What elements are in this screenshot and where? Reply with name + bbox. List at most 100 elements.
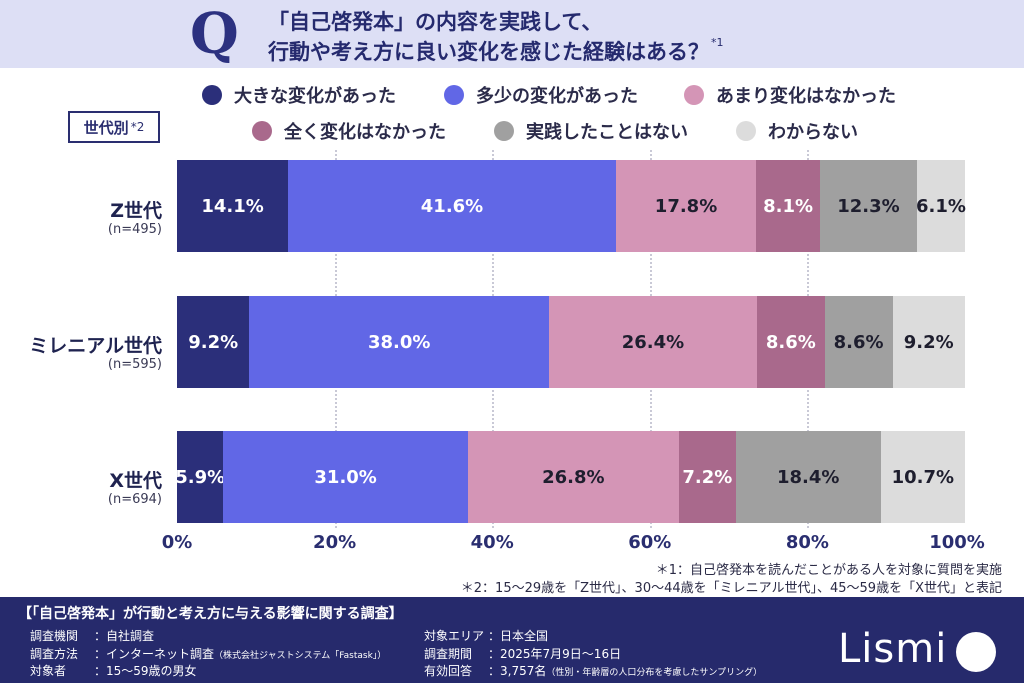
x-tick-label: 0%: [161, 532, 193, 553]
data-label: 14.1%: [201, 195, 264, 217]
footer-value: ：自社調査: [94, 629, 155, 643]
data-label: 9.2%: [188, 331, 239, 353]
bar-segment: 10.7%: [880, 431, 965, 523]
generation-label: 世代別: [83, 118, 129, 137]
data-label: 10.7%: [891, 466, 955, 488]
footer-row: 調査機関 ：自社調査: [30, 627, 154, 644]
category-label: Z世代: [110, 200, 162, 222]
footer-row: 対象者 ：15～59歳の男女: [30, 662, 197, 679]
category-n: (n=495): [107, 222, 162, 237]
footer-key: 調査方法: [30, 647, 79, 661]
bar-segment: 31.0%: [223, 431, 468, 523]
bar-segment: 38.0%: [249, 296, 549, 388]
footer-key: 対象者: [30, 664, 67, 678]
generation-note: *2: [130, 120, 145, 134]
data-label: 38.0%: [367, 331, 431, 353]
bar-segment: 17.8%: [615, 160, 757, 252]
legend-label: わからない: [768, 122, 858, 143]
footer-value: ：15～59歳の男女: [94, 664, 197, 678]
bar-segment: 14.1%: [177, 160, 289, 252]
category-label: ミレニアル世代: [29, 335, 162, 357]
bar-segment: 8.6%: [756, 296, 825, 388]
data-label: 26.4%: [621, 331, 685, 353]
data-label: 9.2%: [903, 331, 954, 353]
data-label: 17.8%: [654, 195, 718, 217]
question-q-icon: Q: [190, 1, 239, 67]
legend-dot: [684, 85, 704, 105]
bar-segment: 8.1%: [756, 160, 820, 252]
legend-item: 多少の変化があった: [444, 82, 638, 108]
x-tick-label: 60%: [628, 532, 672, 553]
bar-segment: 8.6%: [824, 296, 893, 388]
footer-title: 【「自己啓発本」が行動と考え方に与える影響に関する調査】: [18, 606, 403, 622]
footer-row: 対象エリア ：日本全国: [424, 627, 548, 644]
legend-label: 大きな変化があった: [234, 86, 396, 107]
survey-footer: 【「自己啓発本」が行動と考え方に与える影響に関する調査】 調査機関 ：自社調査 調…: [0, 597, 1024, 683]
data-label: 31.0%: [314, 466, 377, 488]
bar-segment: 26.4%: [548, 296, 757, 388]
data-label: 26.8%: [542, 466, 605, 488]
x-tick-label: 20%: [313, 532, 357, 553]
legend-item: 全く変化はなかった: [252, 118, 446, 144]
category-label: X世代: [109, 470, 162, 492]
legend-label: あまり変化はなかった: [716, 86, 896, 107]
footnote-2: ＊2：15～29歳を「Z世代」、30～44歳を「ミレニアル世代」、45～59歳を…: [460, 581, 1002, 596]
data-label: 8.6%: [765, 331, 816, 353]
legend-label: 全く変化はなかった: [284, 122, 446, 143]
legend-label: 実践したことはない: [526, 122, 688, 143]
bar-segment: 41.6%: [288, 160, 616, 252]
data-label: 6.1%: [916, 195, 966, 217]
footer-value: ：3,757名: [488, 664, 547, 678]
question-note: *1: [711, 36, 724, 49]
bar-segment: 9.2%: [892, 296, 965, 388]
question-banner: [0, 0, 1024, 68]
category-n: (n=595): [107, 357, 162, 372]
legend-dot: [202, 85, 222, 105]
category-n: (n=694): [107, 492, 162, 507]
footnote-1: ＊1：自己啓発本を読んだことがある人を対象に質問を実施: [655, 563, 1002, 578]
x-tick-label: 80%: [785, 532, 829, 553]
bar-segment: 7.2%: [678, 431, 736, 523]
legend-item: わからない: [736, 118, 858, 144]
legend-dot: [252, 121, 272, 141]
bar-segment: 6.1%: [916, 160, 966, 252]
x-tick-label: 100%: [929, 532, 985, 553]
question-line-2-text: 行動や考え方に良い変化を感じた経験はある？: [268, 40, 709, 64]
data-label: 5.9%: [175, 466, 226, 488]
footer-value: ：インターネット調査: [94, 647, 215, 661]
legend-item: 大きな変化があった: [202, 82, 396, 108]
x-tick-label: 40%: [470, 532, 514, 553]
legend-label: 多少の変化があった: [476, 86, 638, 107]
footer-row: 有効回答 ：3,757名（性別・年齢層の人口分布を考慮したサンプリング）: [424, 662, 762, 679]
data-label: 8.1%: [763, 195, 814, 217]
footer-value-small: （性別・年齢層の人口分布を考慮したサンプリング）: [546, 668, 763, 678]
footer-value-small: （株式会社ジャストシステム「Fastask」）: [214, 651, 387, 661]
bar-segment: 9.2%: [177, 296, 250, 388]
bar-segment: 5.9%: [175, 431, 226, 523]
legend-item: 実践したことはない: [494, 118, 688, 144]
legend-dot: [494, 121, 514, 141]
legend-item: あまり変化はなかった: [684, 82, 896, 108]
lismi-logo: Lismi: [838, 626, 948, 672]
legend-dot: [444, 85, 464, 105]
footer-value: ：2025年7月9日～16日: [488, 647, 622, 661]
footer-key: 調査機関: [30, 629, 79, 643]
bar-segment: 12.3%: [820, 160, 917, 252]
footer-key: 対象エリア: [424, 629, 485, 643]
legend-dot: [736, 121, 756, 141]
data-label: 12.3%: [837, 195, 900, 217]
footer-key: 有効回答: [424, 664, 473, 678]
data-label: 18.4%: [776, 466, 840, 488]
bar-segment: 18.4%: [735, 431, 881, 523]
generation-box: 世代別 *2: [68, 111, 160, 143]
footer-value: ：日本全国: [488, 629, 549, 643]
footer-row: 調査方法 ：インターネット調査（株式会社ジャストシステム「Fastask」）: [30, 645, 386, 662]
data-label: 8.6%: [833, 331, 884, 353]
data-label: 41.6%: [420, 195, 484, 217]
footer-row: 調査期間 ：2025年7月9日～16日: [424, 645, 621, 662]
bar-segment: 26.8%: [467, 431, 679, 523]
question-line-1: 「自己啓発本」の内容を実践して、: [268, 10, 603, 34]
logo-mascot-icon: [956, 632, 996, 672]
data-label: 7.2%: [682, 466, 733, 488]
question-line-2: 行動や考え方に良い変化を感じた経験はある？ *1: [268, 36, 724, 66]
